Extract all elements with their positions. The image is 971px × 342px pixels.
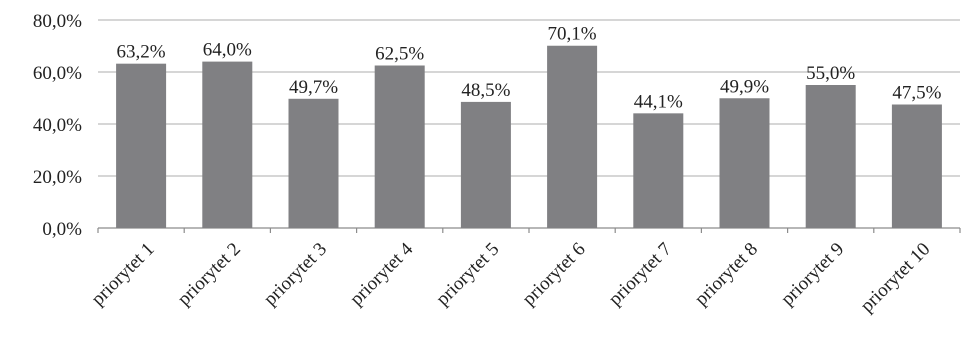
category-label: priorytet 3 xyxy=(260,239,331,310)
data-label: 49,7% xyxy=(289,77,338,98)
category-label: priorytet 2 xyxy=(174,239,245,310)
category-label: priorytet 10 xyxy=(857,239,935,317)
category-label: priorytet 9 xyxy=(777,239,848,310)
data-label: 63,2% xyxy=(117,42,166,63)
bar xyxy=(547,45,598,228)
data-label: 55,0% xyxy=(806,63,855,84)
data-label: 44,1% xyxy=(634,91,683,112)
y-tick-label: 40,0% xyxy=(33,115,82,136)
x-axis-category-labels: priorytet 1 priorytet 2 priorytet 3 prioryt… xyxy=(87,238,934,316)
data-label: 70,1% xyxy=(548,24,597,45)
bar xyxy=(374,65,425,228)
y-tick-label: 80,0% xyxy=(33,11,82,32)
data-label: 64,0% xyxy=(203,40,252,61)
bar xyxy=(116,63,167,229)
data-label: 49,9% xyxy=(720,76,769,97)
y-tick-label: 60,0% xyxy=(33,63,82,84)
bar xyxy=(805,85,856,228)
bar xyxy=(633,113,684,228)
y-tick-label: 20,0% xyxy=(33,167,82,188)
category-label: priorytet 7 xyxy=(605,239,676,310)
category-label: priorytet 4 xyxy=(346,238,418,310)
bars xyxy=(116,45,942,229)
category-label: priorytet 1 xyxy=(87,239,158,310)
bar xyxy=(202,61,253,228)
category-label: priorytet 8 xyxy=(691,239,762,310)
bar xyxy=(891,104,942,228)
category-label: priorytet 5 xyxy=(432,239,503,310)
y-tick-label: 0,0% xyxy=(42,219,82,240)
y-axis-tick-labels: 0,0% 20,0% 40,0% 60,0% 80,0% xyxy=(33,11,82,240)
data-label: 47,5% xyxy=(892,83,941,104)
bar xyxy=(460,101,511,228)
data-label: 48,5% xyxy=(461,80,510,101)
bar xyxy=(288,98,339,228)
data-labels: 63,2% 64,0% 49,7% 62,5% 48,5% 70,1% 44,1% 49,9%… xyxy=(117,24,942,113)
data-label: 62,5% xyxy=(375,44,424,65)
category-label: priorytet 6 xyxy=(518,239,589,310)
bar xyxy=(719,98,770,228)
